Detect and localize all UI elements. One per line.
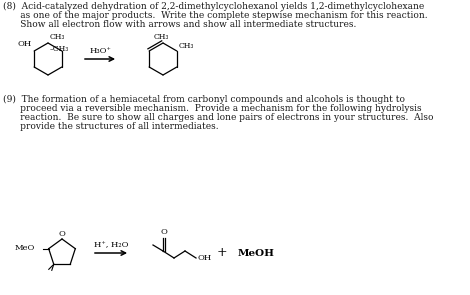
- Text: as one of the major products.  Write the complete stepwise mechanism for this re: as one of the major products. Write the …: [3, 11, 428, 20]
- Text: proceed via a reversible mechanism.  Provide a mechanism for the following hydro: proceed via a reversible mechanism. Prov…: [3, 104, 422, 113]
- Text: H⁺, H₂O: H⁺, H₂O: [94, 240, 128, 248]
- Text: MeO: MeO: [14, 244, 35, 252]
- Text: MeOH: MeOH: [238, 248, 275, 258]
- Text: OH: OH: [198, 254, 212, 262]
- Text: provide the structures of all intermediates.: provide the structures of all intermedia…: [3, 122, 219, 131]
- Text: (8)  Acid-catalyzed dehydration of 2,2-dimethylcyclohexanol yields 1,2-dimethylc: (8) Acid-catalyzed dehydration of 2,2-di…: [3, 2, 424, 11]
- Text: O: O: [161, 228, 167, 236]
- Text: CH₃: CH₃: [179, 42, 194, 50]
- Text: CH₃: CH₃: [153, 33, 169, 41]
- Text: –CH₃: –CH₃: [50, 45, 69, 53]
- Text: OH: OH: [18, 40, 32, 48]
- Text: +: +: [217, 247, 227, 260]
- Text: (9)  The formation of a hemiacetal from carbonyl compounds and alcohols is thoug: (9) The formation of a hemiacetal from c…: [3, 95, 405, 104]
- Text: O: O: [59, 230, 65, 237]
- Text: Show all electron flow with arrows and show all intermediate structures.: Show all electron flow with arrows and s…: [3, 20, 356, 29]
- Text: reaction.  Be sure to show all charges and lone pairs of electrons in your struc: reaction. Be sure to show all charges an…: [3, 113, 433, 122]
- Text: CH₃: CH₃: [50, 33, 65, 41]
- Text: H₃O⁺: H₃O⁺: [89, 47, 111, 55]
